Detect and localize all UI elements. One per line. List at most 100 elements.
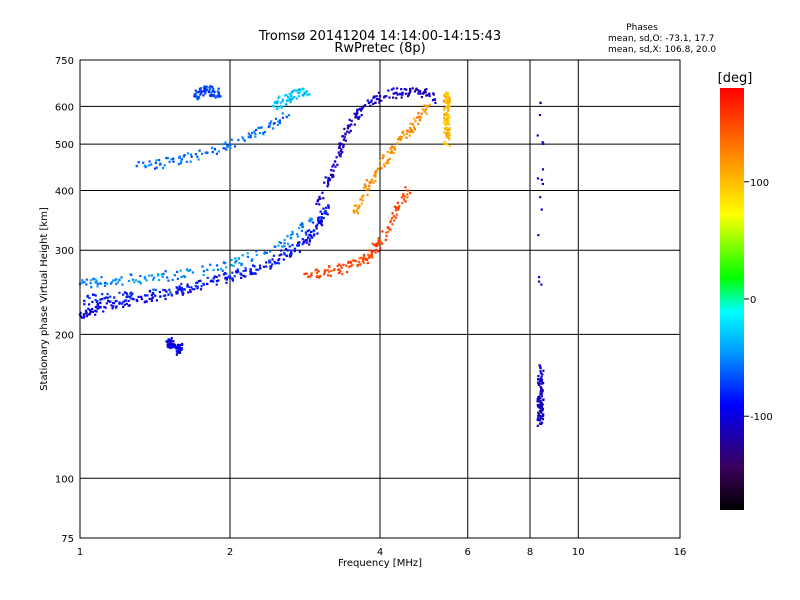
echo-point <box>268 122 271 125</box>
echo-point <box>180 348 183 351</box>
echo-point <box>542 398 545 401</box>
echo-point <box>538 400 541 403</box>
echo-point <box>263 251 267 254</box>
echo-point <box>301 93 304 97</box>
echo-point <box>82 316 86 319</box>
echo-point <box>229 143 232 146</box>
echo-point <box>312 221 315 224</box>
echo-point <box>301 225 304 228</box>
echo-point <box>315 202 318 206</box>
y-tick-label: 400 <box>55 186 74 197</box>
echo-point <box>318 203 321 206</box>
echo-point <box>299 223 302 226</box>
echo-point <box>196 287 199 290</box>
echo-point <box>88 308 92 312</box>
echo-point <box>214 96 217 99</box>
echo-point <box>217 150 220 153</box>
echo-point <box>109 282 113 285</box>
echo-point <box>288 253 292 256</box>
echo-point <box>423 104 426 107</box>
echo-point <box>418 115 421 118</box>
echo-point <box>540 395 543 398</box>
echo-point <box>83 299 86 303</box>
echo-point <box>83 281 86 284</box>
echo-point <box>447 113 450 116</box>
echo-point <box>445 132 448 135</box>
echo-point <box>384 161 388 165</box>
echo-point <box>287 114 291 117</box>
echo-point <box>189 269 192 272</box>
echo-point <box>369 100 372 104</box>
echo-point <box>367 256 370 259</box>
echo-point <box>370 252 373 255</box>
echo-point <box>395 207 398 210</box>
echo-point <box>170 343 173 346</box>
echo-point <box>334 165 337 168</box>
echo-point <box>363 253 366 257</box>
echo-point <box>374 179 377 182</box>
echo-point <box>540 375 543 378</box>
echo-point <box>314 269 317 272</box>
echo-point <box>447 106 450 109</box>
stats-o-mode: mean, sd,O: -73.1, 17.7 <box>608 34 714 44</box>
echo-point <box>317 216 320 220</box>
echo-point <box>271 263 274 266</box>
echo-point <box>272 104 275 107</box>
echo-point <box>283 253 286 256</box>
y-tick-label: 500 <box>55 140 74 151</box>
echo-point <box>209 88 212 91</box>
echo-point <box>252 264 255 267</box>
echo-point <box>89 279 92 282</box>
data-points <box>78 84 545 427</box>
echo-point <box>258 131 262 135</box>
echo-point <box>445 105 449 108</box>
echo-point <box>393 219 396 222</box>
echo-point <box>231 271 234 274</box>
echo-point <box>344 133 347 136</box>
echo-point <box>445 142 449 146</box>
echo-point <box>166 276 169 279</box>
echo-point <box>140 297 143 301</box>
echo-point <box>408 87 412 91</box>
echo-point <box>90 286 93 289</box>
echo-point <box>88 296 91 300</box>
echo-point <box>196 155 199 158</box>
echo-point <box>157 158 161 162</box>
echo-point <box>538 406 541 409</box>
echo-point <box>254 132 257 135</box>
echo-point <box>540 379 543 382</box>
echo-point <box>244 275 247 278</box>
echo-point <box>377 167 380 170</box>
echo-point <box>177 348 181 351</box>
echo-point <box>193 288 196 291</box>
echo-point <box>137 280 140 283</box>
echo-point <box>123 303 126 306</box>
echo-point <box>91 310 95 313</box>
echo-point <box>177 347 180 350</box>
echo-point <box>447 122 450 125</box>
echo-point <box>249 271 253 274</box>
echo-point <box>536 404 539 407</box>
echo-point <box>225 148 228 151</box>
echo-point <box>370 178 373 181</box>
echo-point <box>357 117 360 121</box>
echo-point <box>93 293 96 297</box>
echo-point <box>296 244 300 247</box>
echo-point <box>381 154 385 157</box>
echo-point <box>403 87 406 91</box>
echo-point <box>105 302 108 305</box>
echo-point <box>371 256 374 259</box>
echo-point <box>238 261 241 265</box>
echo-point <box>307 229 311 232</box>
echo-point <box>304 231 307 234</box>
echo-point <box>362 255 365 258</box>
echo-point <box>143 301 146 304</box>
echo-point <box>537 234 540 237</box>
echo-point <box>401 201 404 204</box>
echo-point <box>224 276 227 279</box>
echo-point <box>95 310 98 313</box>
echo-point <box>129 292 132 295</box>
echo-point <box>379 240 382 243</box>
echo-point <box>219 95 222 98</box>
echo-point <box>199 88 202 91</box>
